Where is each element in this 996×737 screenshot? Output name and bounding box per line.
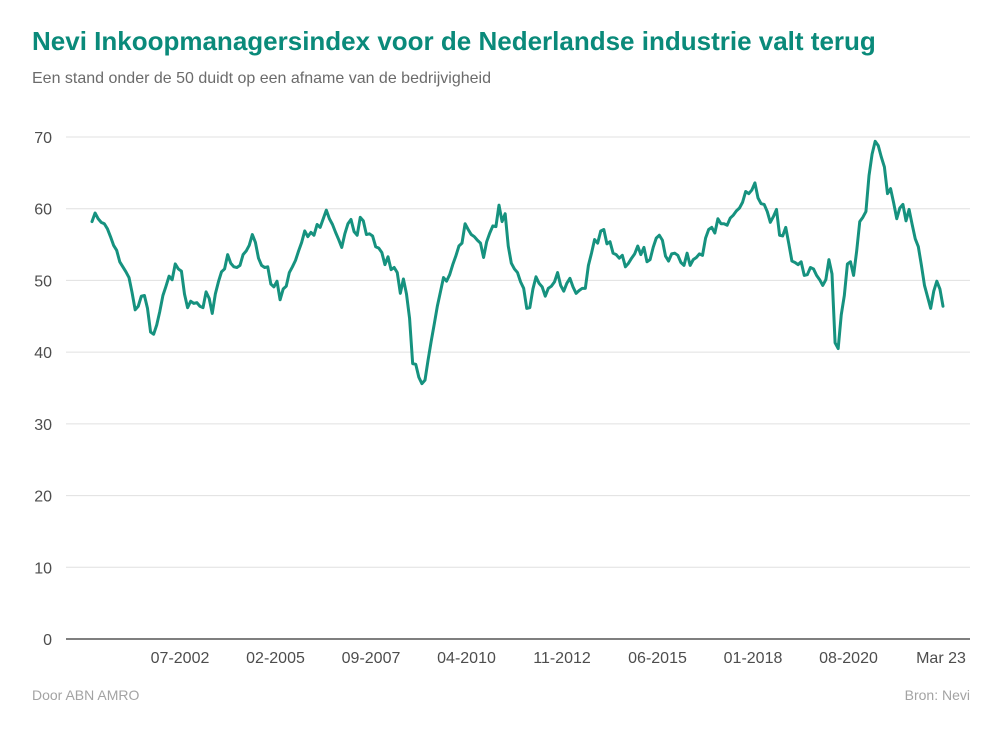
y-axis-tick-labels: 0 10 20 30 40 50 60 70 — [34, 130, 52, 649]
y-tick-label: 0 — [43, 632, 52, 649]
y-tick-label: 70 — [34, 130, 52, 147]
x-tick-label: Mar 23 — [916, 650, 966, 667]
x-tick-label: 06-2015 — [628, 650, 687, 667]
y-tick-label: 30 — [34, 417, 52, 434]
y-tick-label: 20 — [34, 489, 52, 506]
x-axis-tick-labels: 07-2002 02-2005 09-2007 04-2010 11-2012 06-20… — [151, 650, 966, 667]
y-tick-label: 40 — [34, 345, 52, 362]
x-tick-label: 02-2005 — [246, 650, 305, 667]
x-tick-label: 07-2002 — [151, 650, 210, 667]
chart-title: Nevi Inkoopmanagersindex voor de Nederla… — [32, 26, 876, 56]
x-tick-label: 08-2020 — [819, 650, 878, 667]
y-tick-label: 10 — [34, 560, 52, 577]
chart-subtitle: Een stand onder de 50 duidt op een afnam… — [32, 70, 492, 87]
x-tick-label: 01-2018 — [724, 650, 783, 667]
footer-credit: Door ABN AMRO — [32, 687, 140, 703]
x-tick-label: 11-2012 — [533, 650, 591, 667]
footer-source: Bron: Nevi — [904, 687, 970, 703]
y-tick-label: 50 — [34, 273, 52, 290]
series-line — [90, 139, 945, 386]
y-tick-label: 60 — [34, 202, 52, 219]
y-gridlines — [66, 136, 970, 568]
x-tick-label: 09-2007 — [342, 650, 401, 667]
x-tick-label: 04-2010 — [437, 650, 496, 667]
